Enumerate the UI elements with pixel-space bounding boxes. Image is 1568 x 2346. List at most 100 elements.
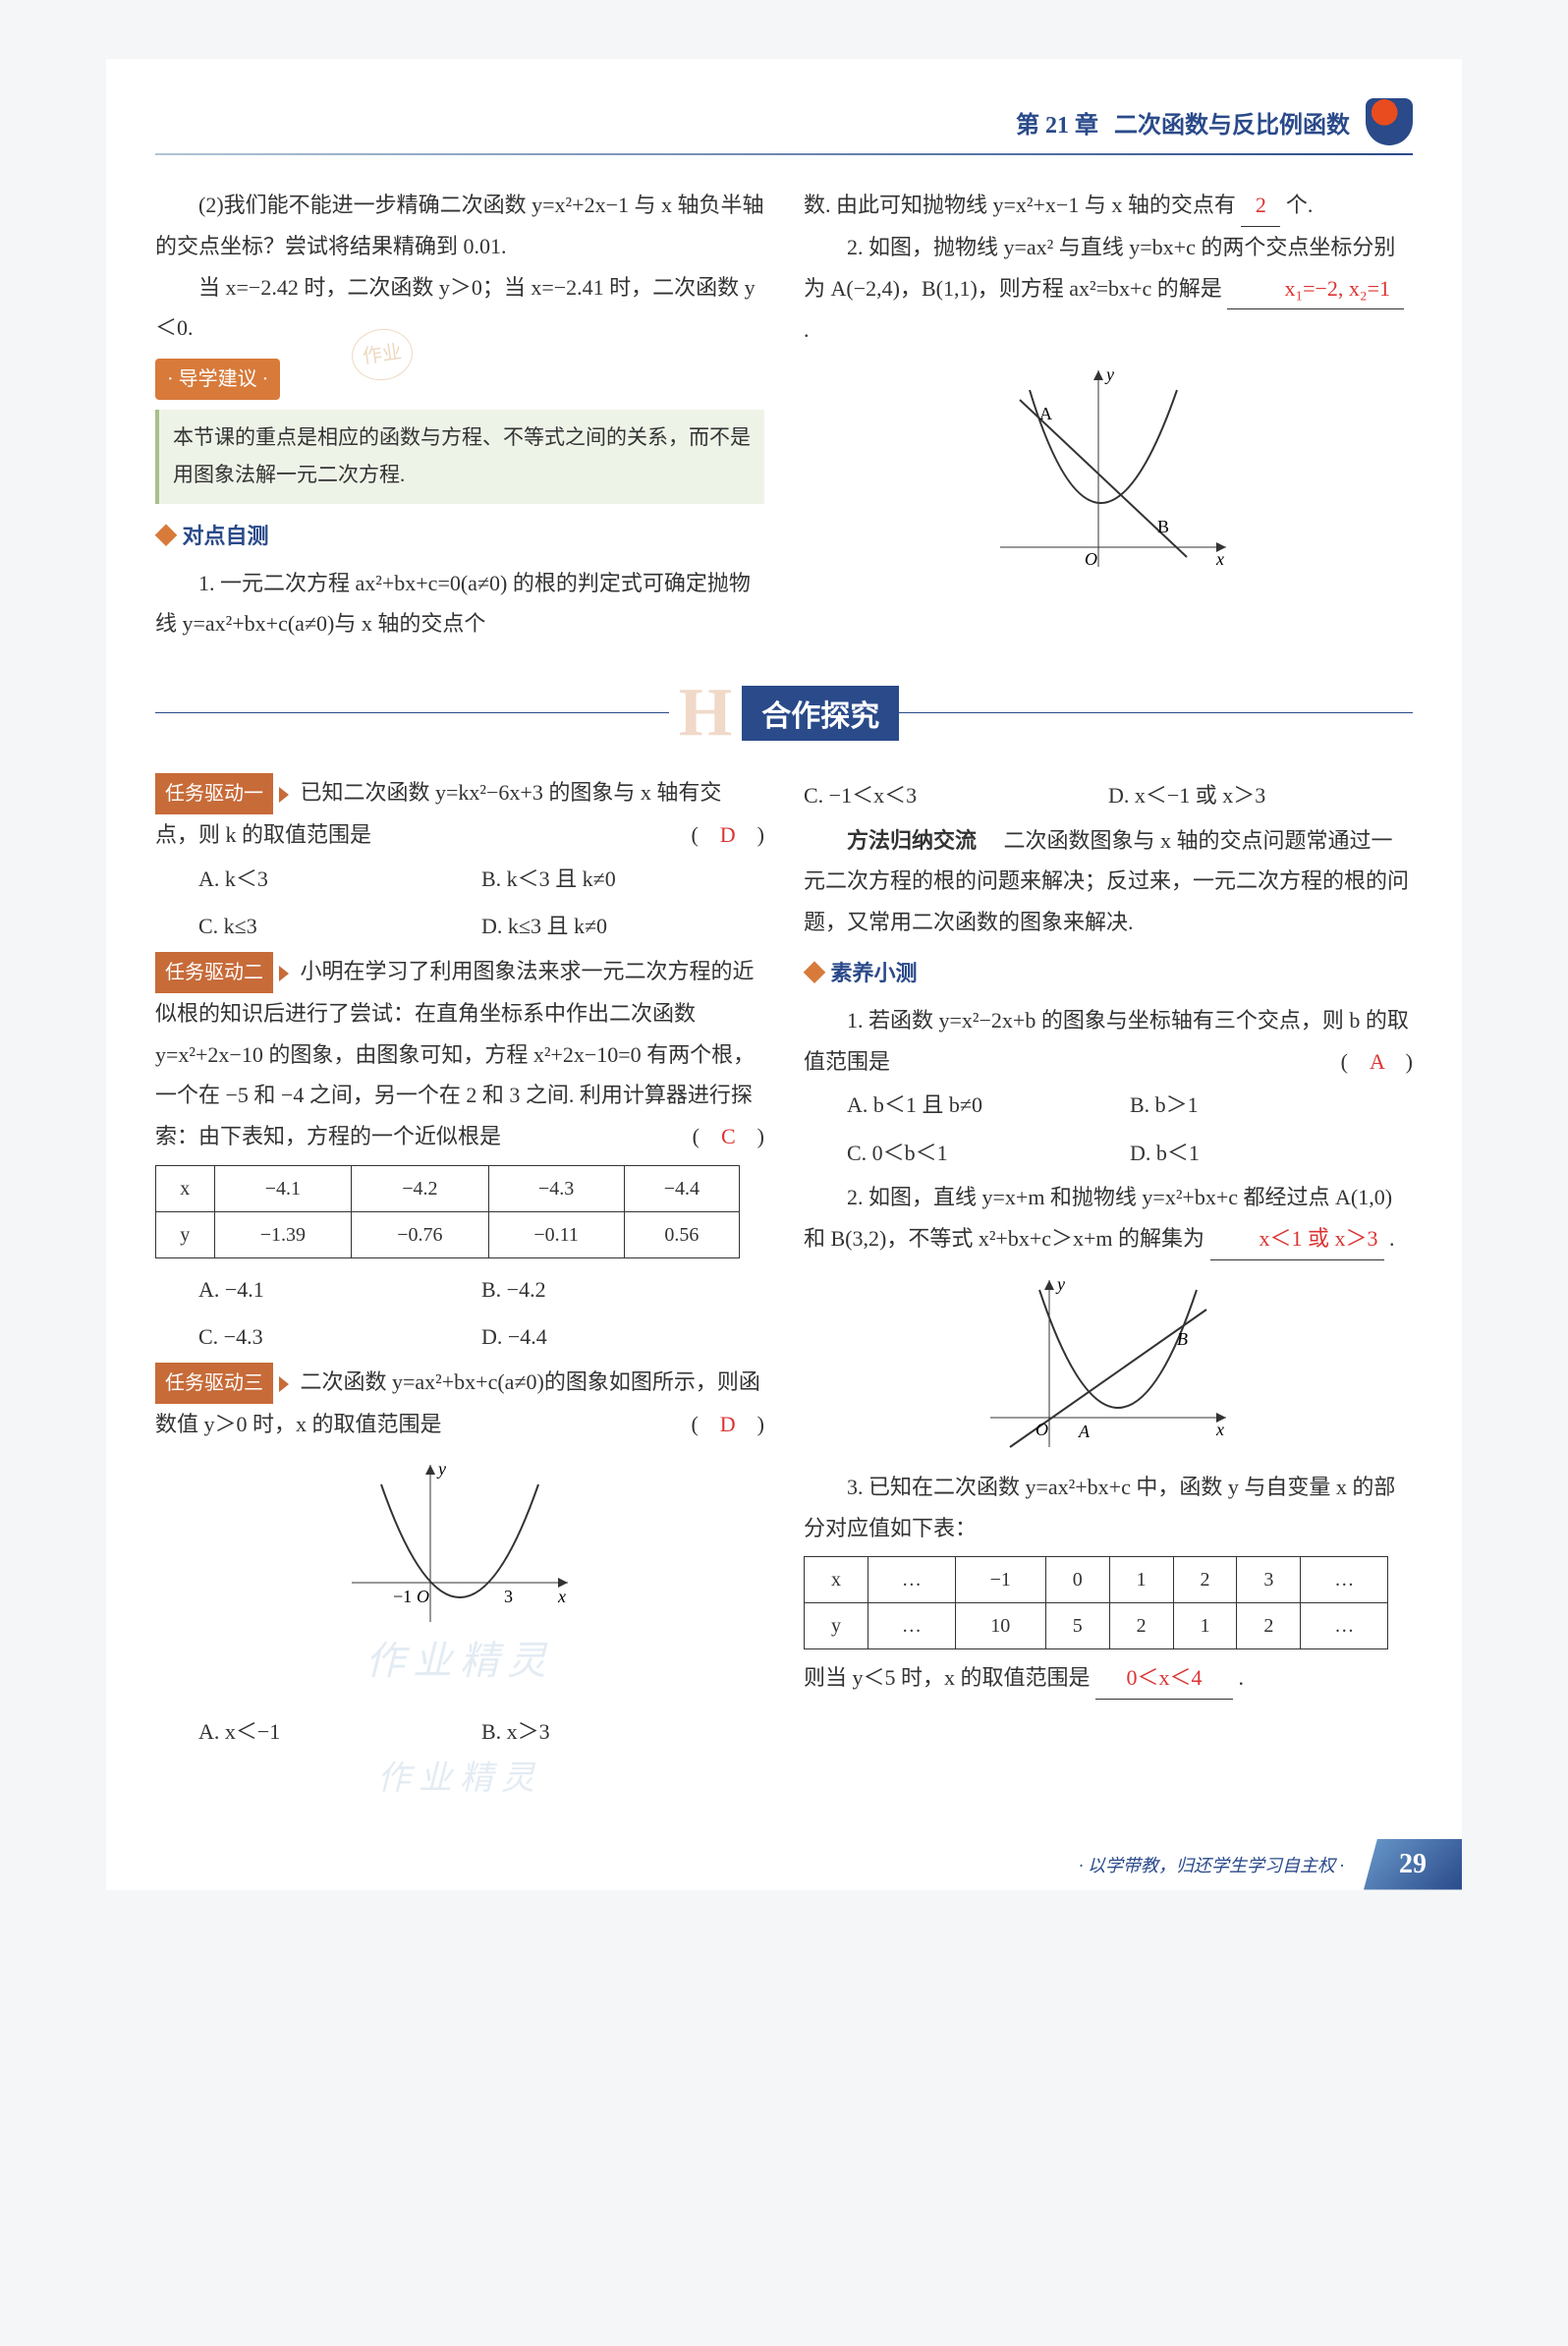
method-head: 方法归纳交流 [847,828,977,853]
table-row: x … −1 0 1 2 3 … [805,1557,1388,1603]
rq1-opts: A. b＜1 且 b≠0 B. b＞1 C. 0＜b＜1 D. b＜1 [847,1082,1413,1177]
label-O: O [417,1587,429,1606]
bottom-left-col: 任务驱动一 已知二次函数 y=kx²−6x+3 的图象与 x 轴有交点，则 k … [155,772,764,1811]
cell: 0 [1045,1557,1109,1603]
page: 第 21 章 二次函数与反比例函数 (2)我们能不能进一步精确二次函数 y=x²… [106,59,1462,1890]
task1-label: 任务驱动一 [155,773,273,814]
label-B: B [1157,517,1169,536]
watermark: 作业精灵 [155,1624,764,1699]
arrow-icon [279,966,289,981]
top-columns: (2)我们能不能进一步精确二次函数 y=x²+2x−1 与 x 轴负半轴的交点坐… [155,185,1413,644]
cell: y [156,1211,215,1257]
parabola-graph: −1 O 3 x y [342,1455,578,1632]
opt-d: D. b＜1 [1130,1130,1413,1177]
parabola-line-graph: A B O x y [980,361,1236,577]
label-y: y [1055,1274,1065,1294]
guide-text: 本节课的重点是相应的函数与方程、不等式之间的关系，而不是用图象法解一元二次方程. [173,425,751,486]
blank-1: 2 [1241,185,1280,227]
label-B: B [1177,1329,1188,1349]
task2-opts: A. −4.1 B. −4.2 C. −4.3 D. −4.4 [198,1266,764,1362]
p2: 2. 如图，抛物线 y=ax² 与直线 y=bx+c 的两个交点坐标分别为 A(… [804,227,1413,351]
cell: 2 [1109,1603,1173,1649]
task2-label: 任务驱动二 [155,952,273,993]
cell: −0.11 [488,1211,624,1257]
cell: 5 [1045,1603,1109,1649]
watermark: 作业精灵 [155,1748,764,1812]
bottom-right-col: C. −1＜x＜3 D. x＜−1 或 x＞3 方法归纳交流 二次函数图象与 x… [804,772,1413,1811]
rq2-blank: x＜1 或 x＞3 [1210,1218,1384,1260]
bottom-columns: 任务驱动一 已知二次函数 y=kx²−6x+3 的图象与 x 轴有交点，则 k … [155,772,1413,1811]
opt-a: A. k＜3 [198,856,481,903]
cell: 2 [1237,1603,1301,1649]
opt-b: B. b＞1 [1130,1082,1413,1129]
opt-b: B. k＜3 且 k≠0 [481,856,764,903]
label-y: y [436,1459,446,1479]
q3-after-text: 则当 y＜5 时，x 的取值范围是 [804,1665,1091,1690]
label-O: O [1085,549,1097,569]
graph-2: −1 O 3 x y 作业精灵 [155,1455,764,1699]
chapter-title: 二次函数与反比例函数 [1114,105,1350,140]
opt-d: D. x＜−1 或 x＞3 [1108,772,1413,819]
q3-after: 则当 y＜5 时，x 的取值范围是 0＜x＜4 . [804,1657,1413,1700]
label-x: x [1215,1420,1224,1439]
top-right-col: 数. 由此可知抛物线 y=x²+x−1 与 x 轴的交点有 2 个. 2. 如图… [804,185,1413,644]
selftest-head: 对点自测 [155,516,764,557]
cell: 10 [955,1603,1045,1649]
cell: 3 [1237,1557,1301,1603]
cell: −0.76 [352,1211,489,1257]
opt-c: C. k≤3 [198,903,481,950]
rq2: 2. 如图，直线 y=x+m 和抛物线 y=x²+bx+c 都经过点 A(1,0… [804,1177,1413,1260]
cell: 0.56 [624,1211,740,1257]
cell: x [156,1165,215,1211]
q3-table: x … −1 0 1 2 3 … y … 10 5 2 1 2 [804,1556,1388,1649]
label-x: x [1215,549,1224,569]
q2-text: (2)我们能不能进一步精确二次函数 y=x²+2x−1 与 x 轴负半轴的交点坐… [155,185,764,267]
task1-opts: A. k＜3 B. k＜3 且 k≠0 C. k≤3 D. k≤3 且 k≠0 [198,856,764,951]
label-x: x [557,1587,566,1606]
label-A: A [1078,1422,1091,1441]
task3: 任务驱动三 二次函数 y=ax²+bx+c(a≠0)的图象如图所示，则函数值 y… [155,1362,764,1445]
cell: −4.4 [624,1165,740,1211]
label-p3: 3 [504,1587,513,1606]
cell: −4.1 [214,1165,352,1211]
opt-c: C. −4.3 [198,1313,481,1361]
table-row: x −4.1 −4.2 −4.3 −4.4 [156,1165,740,1211]
cell: … [1301,1557,1388,1603]
arrow-icon [279,787,289,803]
task2: 任务驱动二 小明在学习了利用图象法来求一元二次方程的近似根的知识后进行了尝试：在… [155,951,764,1157]
header-rule [155,153,1413,155]
opt-c: C. 0＜b＜1 [847,1130,1130,1177]
opt-c: C. −1＜x＜3 [804,772,1108,819]
cell: 1 [1173,1603,1237,1649]
p2end: . [804,317,810,342]
p1-cont: 数. 由此可知抛物线 y=x²+x−1 与 x 轴的交点有 2 个. [804,185,1413,227]
opt-a: A. b＜1 且 b≠0 [847,1082,1130,1129]
guide-box: 本节课的重点是相应的函数与方程、不等式之间的关系，而不是用图象法解一元二次方程. [155,410,764,504]
banner-title: 合作探究 [742,686,899,741]
graph-3: O A B x y [804,1270,1413,1457]
p1b: 个. [1286,193,1314,217]
section-banner: H 合作探究 [155,674,1413,753]
cell: 1 [1109,1557,1173,1603]
task3-label: 任务驱动三 [155,1363,273,1404]
rq1: 1. 若函数 y=x²−2x+b 的图象与坐标轴有三个交点，则 b 的取值范围是… [804,1000,1413,1083]
p1a: 数. 由此可知抛物线 y=x²+x−1 与 x 轴的交点有 [804,193,1236,217]
guide-label: · 导学建议 · [155,359,280,400]
page-number: 29 [1364,1839,1462,1890]
opt-b: B. −4.2 [481,1266,764,1313]
cell: … [1301,1603,1388,1649]
table-row: y −1.39 −0.76 −0.11 0.56 [156,1211,740,1257]
task3-opts-cd: C. −1＜x＜3 D. x＜−1 或 x＞3 [804,772,1413,819]
footer-motto: · 以学带教，归还学生学习自主权 · [1079,1852,1344,1877]
label-y: y [1104,364,1114,384]
top-left-col: (2)我们能不能进一步精确二次函数 y=x²+2x−1 与 x 轴负半轴的交点坐… [155,185,764,644]
task1: 任务驱动一 已知二次函数 y=kx²−6x+3 的图象与 x 轴有交点，则 k … [155,772,764,856]
banner-stripe-left [155,712,669,714]
rq2-end: . [1389,1226,1395,1251]
method: 方法归纳交流 二次函数图象与 x 轴的交点问题常通过一元二次方程的根的问题来解决… [804,820,1413,943]
parabola-line-graph-2: O A B x y [980,1270,1236,1457]
cell: x [805,1557,868,1603]
q2-line2: 当 x=−2.42 时，二次函数 y＞0；当 x=−2.41 时，二次函数 y＜… [155,267,764,350]
p1: 1. 一元二次方程 ax²+bx+c=0(a≠0) 的根的判定式可确定抛物线 y… [155,563,764,645]
test-head: 素养小测 [804,953,1413,994]
